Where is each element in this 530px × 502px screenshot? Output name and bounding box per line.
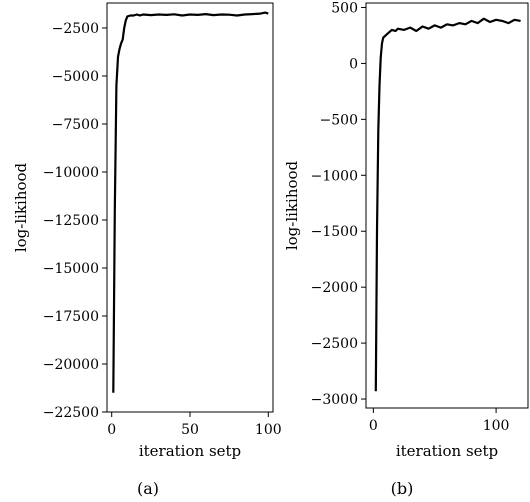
y-tick-label-a: −10000: [43, 165, 99, 181]
y-tick-label-a: −5000: [52, 69, 99, 85]
caption-b: (b): [391, 479, 414, 498]
x-axis-b: 0 100: [369, 408, 510, 434]
x-tick-label-b: 0: [369, 418, 378, 434]
y-tick-label-b: −2000: [311, 280, 358, 296]
y-tick-label-a: −2500: [52, 21, 99, 37]
y-tick-label-b: 500: [331, 0, 358, 16]
y-axis-label-a: log-likihood: [12, 162, 30, 252]
x-tick-label-a: 0: [107, 422, 116, 438]
y-tick-label-a: −20000: [43, 357, 99, 373]
y-tick-label-b: −1500: [311, 224, 358, 240]
y-tick-label-b: −3000: [311, 392, 358, 408]
y-tick-label-a: −22500: [43, 405, 99, 421]
plot-area-b: [365, 2, 529, 409]
y-tick-label-a: −7500: [52, 117, 99, 133]
x-tick-label-a: 50: [181, 422, 199, 438]
y-tick-label-b: 0: [349, 56, 358, 72]
y-tick-label-b: −1000: [311, 168, 358, 184]
y-tick-label-a: −12500: [43, 213, 99, 229]
x-tick-label-a: 100: [255, 422, 282, 438]
chart-b: −3000 −2500 −2000 −1500 −1000 −500 0 500 0 100 l…: [283, 0, 529, 498]
series-line-b: [374, 17, 521, 392]
y-axis-label-b: log-likihood: [283, 160, 301, 250]
y-axis-a: −22500 −20000 −17500 −15000 −12500 −10000 −750…: [43, 21, 107, 421]
x-axis-a: 0 50 100: [107, 412, 282, 438]
chart-a: −22500 −20000 −17500 −15000 −12500 −10000 −750…: [12, 2, 282, 498]
series-line-a: [112, 11, 269, 393]
x-axis-label-b: iteration setp: [396, 442, 498, 460]
y-tick-label-b: −500: [320, 112, 358, 128]
y-axis-b: −3000 −2500 −2000 −1500 −1000 −500 0 500: [311, 0, 366, 408]
plot-area-a: [106, 2, 274, 413]
caption-a: (a): [137, 479, 159, 498]
x-axis-label-a: iteration setp: [139, 442, 241, 460]
y-tick-label-b: −2500: [311, 336, 358, 352]
y-tick-label-a: −17500: [43, 309, 99, 325]
x-tick-label-b: 100: [483, 418, 510, 434]
y-tick-label-a: −15000: [43, 261, 99, 277]
